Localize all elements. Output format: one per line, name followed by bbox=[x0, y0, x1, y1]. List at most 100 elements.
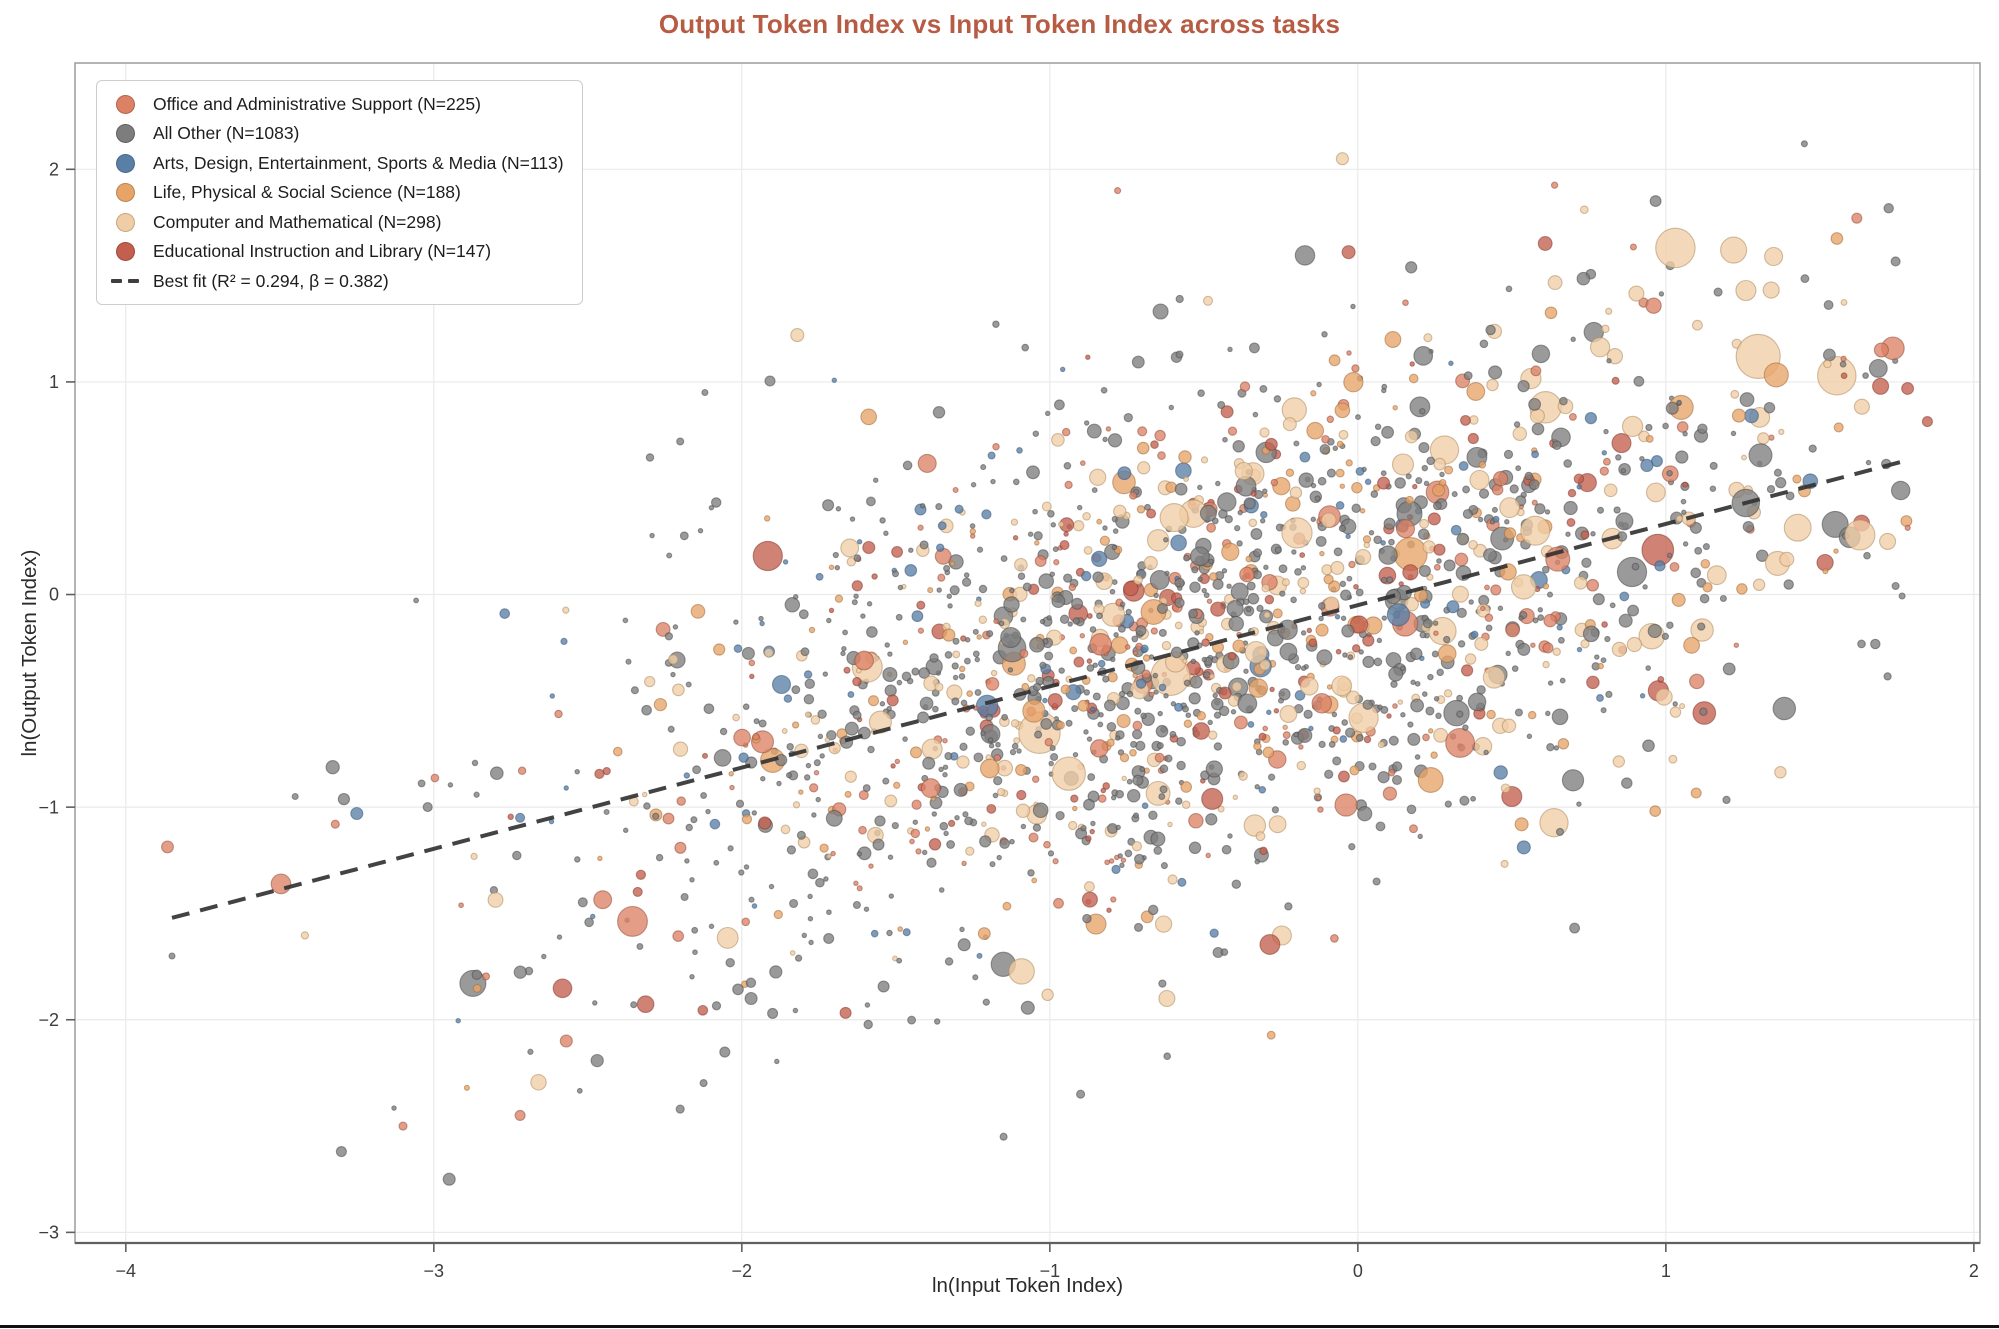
data-point bbox=[1460, 414, 1471, 426]
data-point bbox=[1321, 331, 1328, 338]
data-point bbox=[1117, 624, 1126, 633]
data-point bbox=[944, 752, 953, 761]
data-point bbox=[741, 814, 753, 825]
data-point bbox=[1532, 617, 1539, 624]
data-point bbox=[1053, 897, 1064, 909]
data-point bbox=[1156, 742, 1164, 750]
data-point bbox=[689, 974, 695, 980]
data-point bbox=[954, 814, 960, 821]
data-point bbox=[946, 840, 956, 849]
data-point bbox=[1387, 768, 1396, 777]
data-point bbox=[852, 900, 861, 910]
data-point bbox=[1102, 782, 1111, 790]
data-point bbox=[774, 1058, 780, 1065]
data-point bbox=[1203, 592, 1210, 599]
data-point bbox=[1492, 515, 1500, 523]
data-point bbox=[1063, 461, 1072, 470]
data-point bbox=[463, 1084, 470, 1091]
data-point bbox=[1436, 558, 1442, 564]
data-point bbox=[1611, 376, 1620, 385]
data-point bbox=[1822, 348, 1836, 362]
data-point bbox=[442, 1172, 456, 1186]
data-point bbox=[1014, 557, 1028, 572]
x-tick-label: 1 bbox=[1661, 1261, 1671, 1281]
data-point bbox=[1626, 636, 1643, 653]
data-point bbox=[1439, 471, 1445, 478]
data-point bbox=[1823, 300, 1834, 310]
data-point bbox=[1364, 478, 1372, 486]
data-point bbox=[1063, 531, 1069, 537]
data-point bbox=[625, 658, 632, 665]
data-point bbox=[1052, 546, 1059, 553]
data-point bbox=[886, 705, 892, 712]
data-point bbox=[1220, 405, 1234, 419]
data-point bbox=[1589, 337, 1611, 358]
data-point bbox=[1181, 705, 1190, 713]
data-point bbox=[1783, 579, 1794, 590]
data-point bbox=[856, 885, 863, 892]
data-point bbox=[1514, 708, 1523, 717]
data-point bbox=[689, 877, 695, 883]
data-point bbox=[792, 801, 801, 809]
data-point bbox=[662, 812, 675, 825]
data-point bbox=[896, 679, 903, 686]
data-point bbox=[853, 554, 862, 562]
data-point bbox=[1392, 761, 1403, 772]
data-point bbox=[470, 852, 478, 861]
data-point bbox=[1621, 415, 1644, 438]
data-point bbox=[1111, 544, 1118, 551]
data-point bbox=[1263, 611, 1271, 619]
data-point bbox=[1386, 713, 1392, 719]
data-point bbox=[1422, 733, 1430, 742]
data-point bbox=[1188, 692, 1201, 705]
data-point bbox=[644, 675, 656, 688]
data-point bbox=[1234, 461, 1253, 481]
data-point bbox=[1318, 740, 1326, 749]
data-point bbox=[1269, 686, 1275, 693]
data-point bbox=[1505, 622, 1520, 638]
data-point bbox=[1205, 852, 1211, 859]
data-point bbox=[1279, 642, 1298, 661]
data-point bbox=[927, 587, 934, 594]
data-point bbox=[1253, 742, 1262, 751]
data-point bbox=[748, 896, 755, 903]
data-point bbox=[1468, 599, 1474, 605]
data-point bbox=[985, 677, 1000, 691]
data-point bbox=[676, 796, 686, 806]
data-point bbox=[1833, 422, 1844, 433]
data-point bbox=[1542, 582, 1550, 590]
data-point bbox=[910, 828, 921, 839]
data-point bbox=[1332, 726, 1341, 735]
data-point bbox=[870, 929, 879, 938]
data-point bbox=[1380, 576, 1388, 584]
data-point bbox=[641, 704, 652, 716]
data-point bbox=[935, 503, 943, 511]
data-point bbox=[1136, 441, 1150, 455]
data-point bbox=[1517, 379, 1530, 393]
data-point bbox=[1279, 590, 1286, 597]
data-point bbox=[963, 572, 970, 578]
data-point bbox=[1649, 195, 1662, 208]
data-point bbox=[729, 784, 735, 791]
data-point bbox=[733, 619, 739, 625]
data-point bbox=[1612, 755, 1626, 768]
data-point bbox=[1863, 551, 1871, 560]
data-point bbox=[1690, 567, 1702, 579]
data-point bbox=[979, 758, 1000, 779]
data-point bbox=[1645, 434, 1654, 443]
data-point bbox=[1266, 709, 1272, 716]
data-point bbox=[846, 557, 857, 567]
data-point bbox=[1106, 721, 1117, 732]
data-point bbox=[1492, 471, 1509, 487]
data-point bbox=[789, 950, 796, 956]
data-point bbox=[1581, 557, 1592, 568]
data-point bbox=[1210, 601, 1226, 617]
data-point bbox=[856, 539, 863, 545]
data-point bbox=[1419, 518, 1430, 529]
data-point bbox=[1505, 285, 1513, 293]
y-tick-label: −3 bbox=[38, 1222, 59, 1242]
data-point bbox=[1466, 382, 1486, 401]
data-point bbox=[980, 730, 986, 736]
data-point bbox=[701, 752, 709, 759]
